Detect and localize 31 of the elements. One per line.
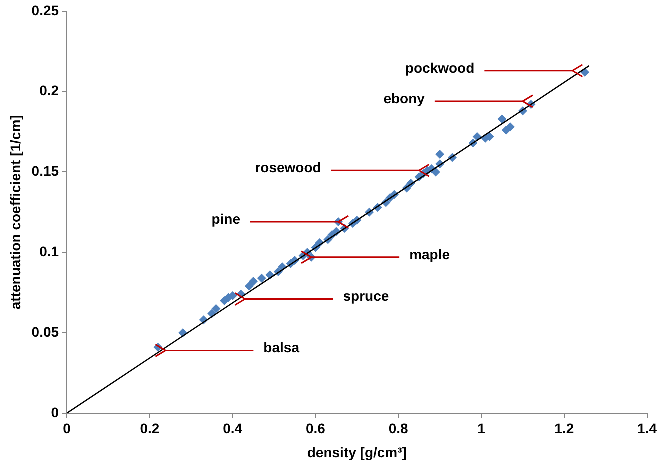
point	[431, 168, 440, 177]
point	[498, 114, 507, 124]
x-axis-title: density [g/cm³]	[307, 444, 407, 460]
point	[506, 122, 516, 132]
x-tick-label: 0	[63, 420, 72, 437]
annotation: pockwood	[405, 60, 475, 76]
x-tick-label: 0.4	[223, 420, 243, 437]
y-tick-label: 0.25	[32, 2, 60, 18]
annotation: spruce	[343, 288, 390, 304]
annotation: maple	[410, 246, 450, 262]
annotation: rosewood	[255, 159, 322, 176]
y-tick-label: 0	[51, 404, 60, 420]
annotation: ebony	[384, 90, 426, 106]
y-tick-label: 0.05	[32, 324, 60, 340]
x-tick-label: 1.4	[638, 420, 658, 437]
y-tick-label: 0.2	[40, 82, 60, 99]
point	[257, 274, 266, 283]
y-axis-title: attenuation coefficient [1/cm]	[7, 115, 24, 310]
point	[244, 282, 254, 291]
y-tick-label: 0.1	[40, 243, 60, 260]
annotation: balsa	[264, 340, 300, 356]
x-tick-label: 1	[478, 420, 486, 437]
x-tick-label: 0.2	[140, 420, 160, 437]
x-tick-label: 0.6	[306, 420, 326, 437]
x-tick-label: 0.8	[388, 420, 409, 437]
point	[436, 150, 445, 160]
y-tick-label: 0.15	[32, 163, 60, 180]
annotation: pine	[212, 210, 241, 227]
point	[212, 304, 221, 314]
point	[249, 277, 258, 286]
x-tick-label: 1.2	[554, 420, 574, 437]
